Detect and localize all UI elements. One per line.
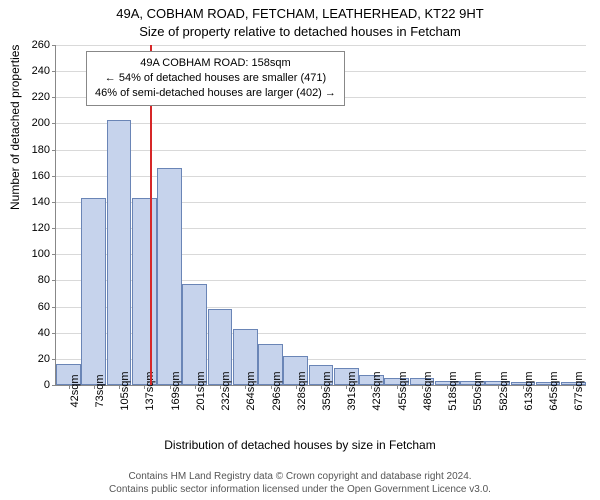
y-tick-mark — [52, 45, 56, 46]
y-tick-mark — [52, 150, 56, 151]
footer: Contains HM Land Registry data © Crown c… — [0, 470, 600, 496]
x-tick-label: 296sqm — [271, 371, 283, 410]
title-line-1: 49A, COBHAM ROAD, FETCHAM, LEATHERHEAD, … — [0, 6, 600, 21]
x-tick-label: 613sqm — [523, 371, 535, 410]
histogram-bar — [81, 198, 106, 385]
y-tick-mark — [52, 359, 56, 360]
annotation-line-2: ← 54% of detached houses are smaller (47… — [95, 71, 336, 86]
x-tick-label: 105sqm — [119, 371, 131, 410]
x-tick-label: 677sqm — [573, 371, 585, 410]
y-tick-label: 240 — [32, 65, 50, 77]
y-tick-label: 80 — [38, 274, 50, 286]
x-tick-label: 264sqm — [245, 371, 257, 410]
x-tick-label: 232sqm — [220, 371, 232, 410]
y-tick-label: 60 — [38, 301, 50, 313]
histogram-bar — [182, 284, 207, 385]
footer-line-1: Contains HM Land Registry data © Crown c… — [0, 470, 600, 483]
y-tick-label: 20 — [38, 353, 50, 365]
y-tick-label: 0 — [44, 379, 50, 391]
grid-line — [56, 150, 586, 151]
y-tick-label: 180 — [32, 144, 50, 156]
grid-line — [56, 176, 586, 177]
y-tick-mark — [52, 71, 56, 72]
x-tick-label: 518sqm — [447, 371, 459, 410]
histogram-bar — [107, 120, 132, 385]
grid-line — [56, 45, 586, 46]
y-tick-mark — [52, 97, 56, 98]
y-tick-label: 160 — [32, 170, 50, 182]
y-tick-mark — [52, 385, 56, 386]
x-tick-label: 550sqm — [472, 371, 484, 410]
y-tick-mark — [52, 333, 56, 334]
y-tick-label: 260 — [32, 39, 50, 51]
x-axis-label: Distribution of detached houses by size … — [0, 438, 600, 452]
footer-line-2: Contains public sector information licen… — [0, 483, 600, 496]
y-tick-label: 120 — [32, 222, 50, 234]
x-tick-label: 486sqm — [422, 371, 434, 410]
plot-area: 02040608010012014016018020022024026042sq… — [55, 45, 586, 386]
x-tick-label: 359sqm — [321, 371, 333, 410]
chart-container: 49A, COBHAM ROAD, FETCHAM, LEATHERHEAD, … — [0, 0, 600, 500]
annotation-box: 49A COBHAM ROAD: 158sqm ← 54% of detache… — [86, 51, 345, 106]
annotation-line-3: 46% of semi-detached houses are larger (… — [95, 86, 336, 101]
x-tick-label: 582sqm — [498, 371, 510, 410]
y-tick-mark — [52, 123, 56, 124]
x-tick-label: 391sqm — [346, 371, 358, 410]
y-axis-label: Number of detached properties — [8, 45, 22, 210]
x-tick-label: 73sqm — [94, 374, 106, 407]
title-line-2: Size of property relative to detached ho… — [0, 24, 600, 39]
x-tick-label: 201sqm — [195, 371, 207, 410]
x-tick-label: 645sqm — [548, 371, 560, 410]
histogram-bar — [132, 198, 157, 385]
x-tick-label: 42sqm — [69, 374, 81, 407]
x-tick-label: 455sqm — [397, 371, 409, 410]
grid-line — [56, 123, 586, 124]
y-tick-label: 200 — [32, 117, 50, 129]
y-tick-label: 220 — [32, 91, 50, 103]
y-tick-label: 40 — [38, 327, 50, 339]
y-tick-mark — [52, 254, 56, 255]
y-tick-mark — [52, 228, 56, 229]
histogram-bar — [157, 168, 182, 385]
annotation-line-1: 49A COBHAM ROAD: 158sqm — [95, 56, 336, 71]
y-tick-label: 100 — [32, 248, 50, 260]
y-tick-mark — [52, 280, 56, 281]
x-tick-label: 328sqm — [296, 371, 308, 410]
x-tick-label: 169sqm — [170, 371, 182, 410]
y-tick-mark — [52, 307, 56, 308]
y-tick-mark — [52, 202, 56, 203]
x-tick-label: 423sqm — [371, 371, 383, 410]
y-tick-label: 140 — [32, 196, 50, 208]
y-tick-mark — [52, 176, 56, 177]
